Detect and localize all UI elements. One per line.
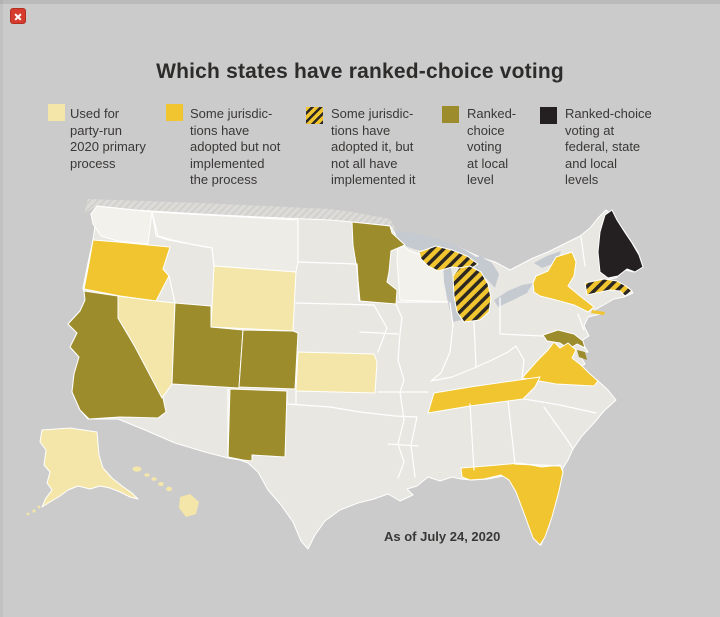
legend-label: Ranked- choice voting at local level xyxy=(467,106,517,187)
state-alaska xyxy=(39,427,139,508)
state-new-york-long-island xyxy=(591,310,605,315)
state-florida xyxy=(460,462,564,546)
state-washington xyxy=(90,205,153,245)
state-maryland-eastern-shore xyxy=(577,350,587,360)
legend-swatch-party-run-primary xyxy=(48,104,65,121)
legend-label: Used for party-run 2020 primary process xyxy=(70,106,146,171)
state-nevada xyxy=(117,295,176,399)
legend-swatch-adopted-not-implemented xyxy=(166,104,183,121)
lake-erie xyxy=(494,283,533,307)
legend-swatch-striped xyxy=(306,107,323,124)
chart-title: Which states have ranked-choice voting xyxy=(156,60,564,83)
legend-label: Ranked-choice voting at federal, state a… xyxy=(565,106,652,187)
left-edge-shade xyxy=(0,0,3,617)
state-borders xyxy=(151,211,597,479)
canada-landmass xyxy=(84,199,403,243)
state-wyoming xyxy=(210,265,297,332)
state-kansas xyxy=(295,351,378,394)
state-new-mexico xyxy=(227,388,288,462)
legend-swatch-federal-state-local xyxy=(540,107,557,124)
broken-image-icon xyxy=(10,8,26,24)
state-colorado xyxy=(238,329,299,390)
legend-label: Some jurisdic- tions have adopted it, bu… xyxy=(331,106,416,187)
state-new-york xyxy=(532,251,595,313)
lake-ontario xyxy=(534,251,561,268)
state-maine xyxy=(597,209,644,279)
legend-swatch-local-level xyxy=(442,106,459,123)
alaska-aleutian-island xyxy=(32,509,36,513)
alaska-aleutian-island xyxy=(37,505,41,509)
legend-label: Some jurisdic- tions have adopted but no… xyxy=(190,106,281,187)
state-oregon xyxy=(83,239,171,302)
state-hawaii xyxy=(132,466,199,517)
state-michigan-lower-peninsula xyxy=(452,265,492,323)
state-virginia xyxy=(521,341,599,387)
alaska-aleutian-island xyxy=(26,512,30,516)
as-of-date: As of July 24, 2020 xyxy=(384,529,501,544)
state-massachusetts xyxy=(584,278,633,297)
top-edge-shade xyxy=(0,0,720,4)
state-tennessee xyxy=(427,376,541,414)
